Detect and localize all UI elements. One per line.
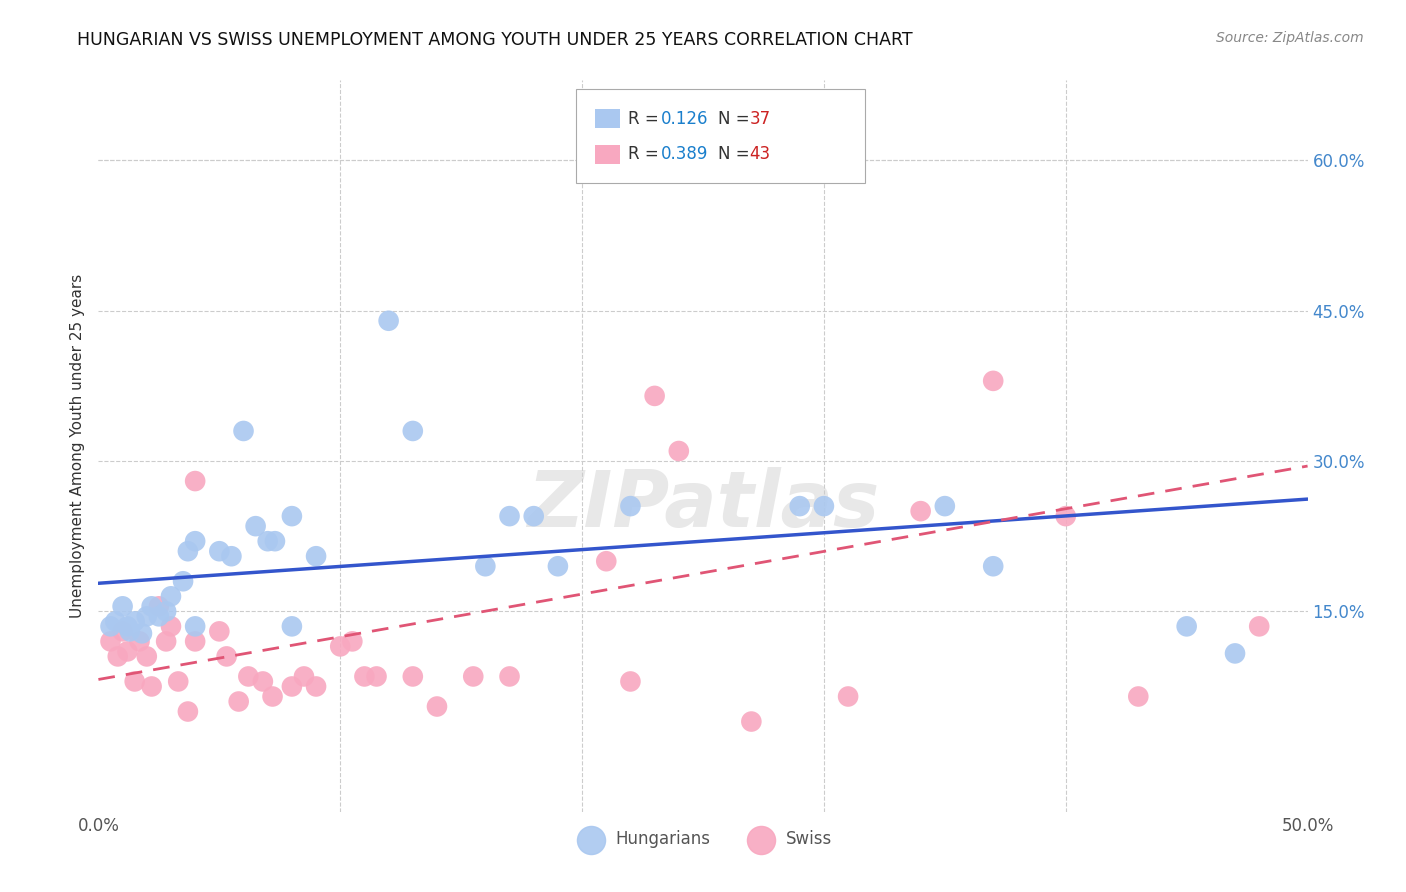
Y-axis label: Unemployment Among Youth under 25 years: Unemployment Among Youth under 25 years	[70, 274, 86, 618]
Point	[789, 499, 811, 513]
Text: N =: N =	[718, 145, 755, 163]
Point	[1249, 619, 1271, 633]
Point	[366, 669, 388, 683]
Point	[221, 549, 243, 564]
Point	[281, 619, 304, 633]
Text: HUNGARIAN VS SWISS UNEMPLOYMENT AMONG YOUTH UNDER 25 YEARS CORRELATION CHART: HUNGARIAN VS SWISS UNEMPLOYMENT AMONG YO…	[77, 31, 912, 49]
Point	[118, 624, 141, 639]
Text: Source: ZipAtlas.com: Source: ZipAtlas.com	[1216, 31, 1364, 45]
Point	[184, 474, 207, 488]
Text: 37: 37	[749, 110, 770, 128]
Point	[281, 680, 304, 694]
Point	[1175, 619, 1198, 633]
Point	[305, 549, 328, 564]
Point	[155, 634, 177, 648]
Point	[256, 534, 278, 549]
Point	[117, 619, 139, 633]
Point	[377, 314, 399, 328]
Point	[281, 509, 304, 524]
Point	[135, 609, 157, 624]
Point	[141, 599, 163, 614]
Text: 43: 43	[749, 145, 770, 163]
Point	[668, 444, 690, 458]
Point	[232, 424, 254, 438]
Point	[208, 624, 231, 639]
Point	[104, 615, 127, 629]
Point	[619, 674, 641, 689]
Text: R =: R =	[628, 145, 665, 163]
Point	[100, 634, 122, 648]
Point	[342, 634, 364, 648]
Point	[160, 589, 183, 603]
Point	[135, 649, 157, 664]
Point	[111, 599, 134, 614]
Point	[184, 534, 207, 549]
Point	[107, 649, 129, 664]
Point	[837, 690, 859, 704]
Point	[238, 669, 260, 683]
Point	[141, 680, 163, 694]
Point	[245, 519, 267, 533]
Point	[184, 634, 207, 648]
Legend: Hungarians, Swiss: Hungarians, Swiss	[568, 823, 838, 855]
Point	[547, 559, 569, 574]
Text: N =: N =	[718, 110, 755, 128]
Point	[1054, 509, 1077, 524]
Point	[981, 374, 1004, 388]
Point	[1128, 690, 1150, 704]
Point	[124, 674, 146, 689]
Point	[813, 499, 835, 513]
Point	[111, 624, 134, 639]
Point	[305, 680, 328, 694]
Point	[228, 694, 250, 708]
Point	[523, 509, 546, 524]
Point	[910, 504, 932, 518]
Point	[148, 609, 170, 624]
Point	[740, 714, 762, 729]
Point	[402, 424, 425, 438]
Point	[252, 674, 274, 689]
Point	[595, 153, 617, 168]
Point	[117, 644, 139, 658]
Point	[934, 499, 956, 513]
Point	[155, 604, 177, 618]
Point	[167, 674, 190, 689]
Point	[128, 634, 150, 648]
Point	[177, 544, 200, 558]
Point	[644, 389, 666, 403]
Text: 0.126: 0.126	[661, 110, 709, 128]
Point	[264, 534, 287, 549]
Point	[177, 705, 200, 719]
Point	[1223, 647, 1246, 661]
Point	[474, 559, 496, 574]
Point	[619, 499, 641, 513]
Point	[124, 615, 146, 629]
Point	[595, 554, 617, 568]
Point	[160, 619, 183, 633]
Point	[402, 669, 425, 683]
Point	[426, 699, 449, 714]
Point	[184, 619, 207, 633]
Text: ZIPatlas: ZIPatlas	[527, 467, 879, 542]
Point	[148, 599, 170, 614]
Point	[292, 669, 315, 683]
Point	[498, 509, 520, 524]
Text: 0.389: 0.389	[661, 145, 709, 163]
Point	[498, 669, 520, 683]
Point	[100, 619, 122, 633]
Point	[131, 626, 153, 640]
Point	[329, 640, 352, 654]
Point	[215, 649, 238, 664]
Point	[353, 669, 375, 683]
Point	[172, 574, 194, 589]
Text: R =: R =	[628, 110, 665, 128]
Point	[262, 690, 284, 704]
Point	[981, 559, 1004, 574]
Point	[463, 669, 485, 683]
Point	[208, 544, 231, 558]
